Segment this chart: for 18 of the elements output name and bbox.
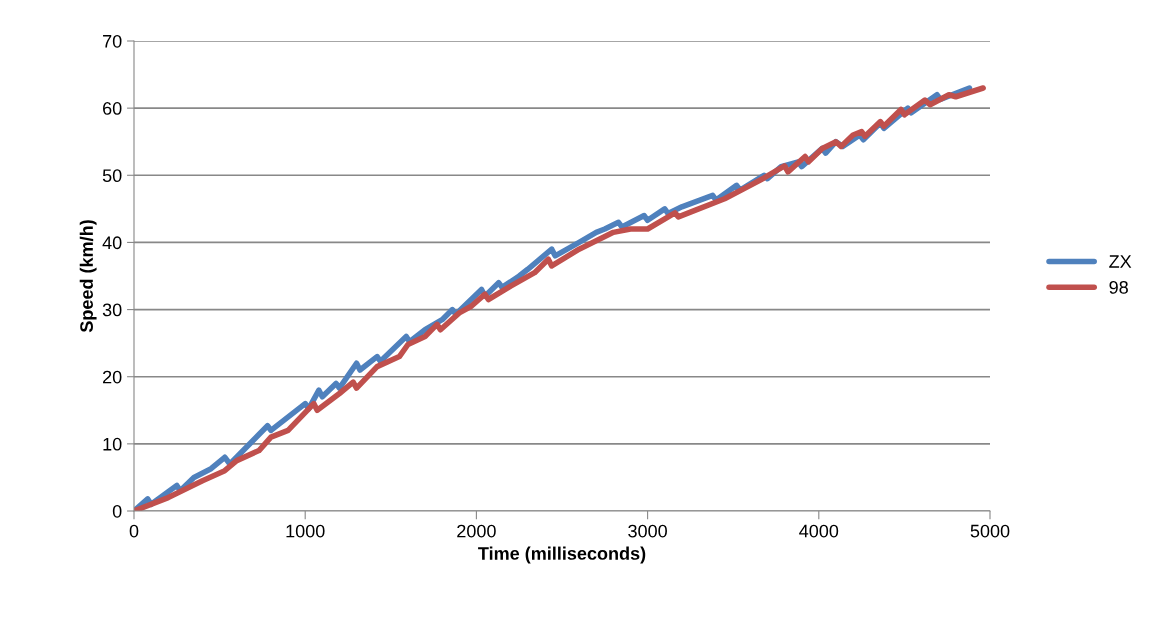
x-tick-label: 4000 [799,524,839,538]
x-tick-label: 5000 [970,524,1010,538]
y-tick-label: 40 [102,236,122,250]
x-tick-label: 0 [129,524,139,538]
y-axis-title: Speed (km/h) [79,220,97,333]
y-tick-label: 70 [103,34,122,48]
x-tick-label: 1000 [286,524,325,538]
legend-label: 98 [1109,280,1128,294]
y-tick-label: 0 [112,504,122,518]
x-tick-label: 3000 [628,524,667,538]
y-tick-label: 30 [102,303,122,317]
x-tick-label: 2000 [457,524,496,538]
y-tick-label: 10 [103,437,122,451]
y-tick-label: 60 [103,102,122,115]
legend-label: ZX [1109,255,1132,268]
y-tick-label: 50 [102,169,122,183]
y-tick-label: 20 [103,370,122,384]
x-axis-title: Time (milliseconds) [478,546,646,564]
